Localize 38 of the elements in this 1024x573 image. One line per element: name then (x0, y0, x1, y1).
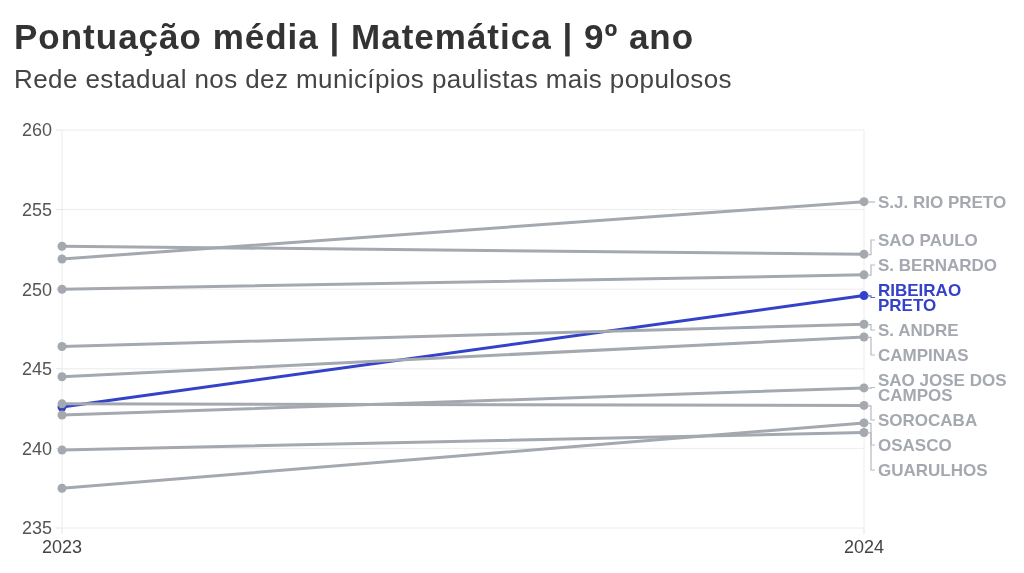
series-label: GUARULHOS (878, 460, 988, 480)
point (57, 241, 67, 251)
series-label: OSASCO (878, 435, 952, 455)
series-label: SAO JOSE DOS CAMPOS (878, 370, 1007, 405)
point (57, 284, 67, 294)
series-label: RIBEIRAO PRETO (878, 280, 962, 315)
y-tick-label: 240 (21, 438, 52, 459)
series-label: S. ANDRE (878, 320, 959, 340)
point (859, 249, 869, 259)
series-label: S. BERNARDO (878, 255, 998, 275)
series-label: SAO PAULO (878, 230, 978, 250)
point (859, 197, 869, 207)
point (859, 319, 869, 329)
point (57, 254, 67, 264)
y-tick-label: 250 (21, 279, 52, 300)
y-tick-label: 245 (21, 359, 52, 380)
point (859, 427, 869, 437)
point (57, 410, 67, 420)
series-label: CAMPINAS (878, 345, 969, 365)
point (859, 400, 869, 410)
point (57, 372, 67, 382)
y-tick-label: 235 (21, 518, 52, 539)
point (859, 383, 869, 393)
point (57, 342, 67, 352)
point (859, 332, 869, 342)
point (859, 270, 869, 280)
series-label: SOROCABA (878, 410, 978, 430)
x-tick-label: 2023 (41, 536, 83, 557)
point (57, 483, 67, 493)
y-tick-label: 255 (21, 199, 52, 220)
series-label: S.J. RIO PRETO (878, 192, 1007, 212)
x-tick-label: 2024 (843, 536, 885, 557)
chart-title: Pontuação média | Matemática | 9º ano (14, 16, 695, 58)
chart-subtitle: Rede estadual nos dez municípios paulistas mais populosos (14, 63, 732, 95)
point (57, 445, 67, 455)
point (859, 291, 869, 301)
point (859, 418, 869, 428)
y-tick-label: 260 (21, 120, 52, 141)
